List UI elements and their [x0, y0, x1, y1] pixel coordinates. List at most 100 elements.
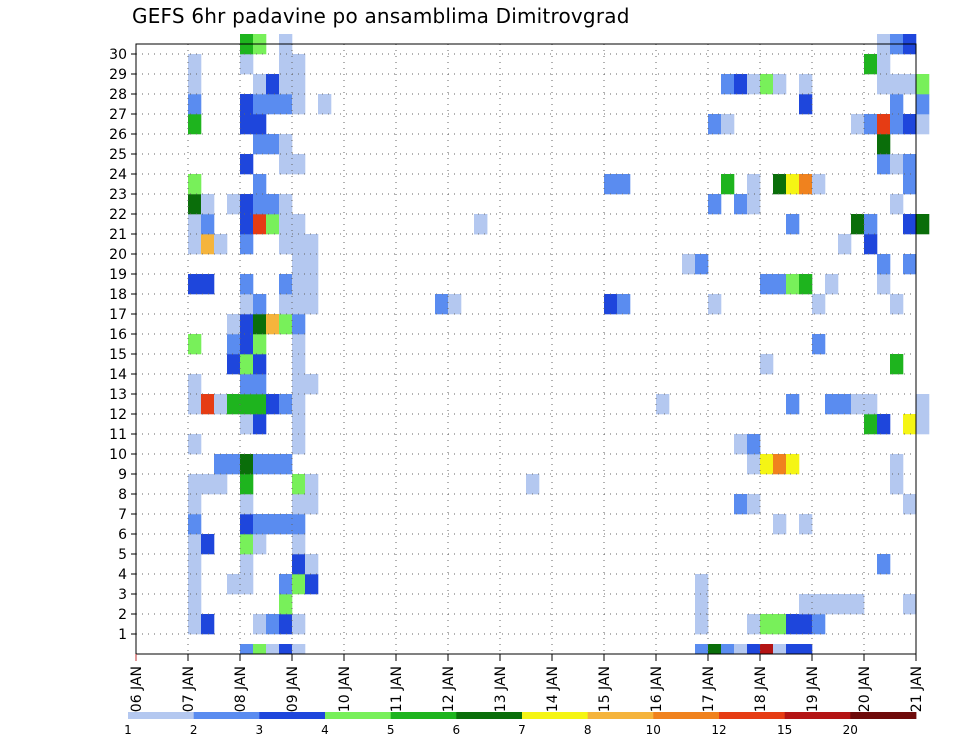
- heatmap-cell: [266, 74, 280, 95]
- heatmap-cell: [253, 194, 267, 215]
- heatmap-cell: [279, 94, 293, 115]
- heatmap-cell: [825, 274, 839, 295]
- legend-label: 10: [646, 723, 661, 737]
- heatmap-cell: [279, 134, 293, 155]
- heatmap-cell: [916, 74, 930, 95]
- heatmap-cell: [292, 414, 306, 435]
- legend-label: 5: [387, 723, 395, 737]
- heatmap-cell: [292, 494, 306, 515]
- heatmap-cell: [253, 134, 267, 155]
- heatmap-cell: [292, 534, 306, 555]
- heatmap-cell: [877, 114, 891, 135]
- heatmap-cell: [292, 434, 306, 455]
- heatmap-cell: [188, 194, 202, 215]
- heatmap-cell: [292, 94, 306, 115]
- y-tick-label: 8: [118, 487, 127, 503]
- heatmap-cell: [851, 594, 865, 615]
- heatmap-cell: [188, 434, 202, 455]
- heatmap-cell: [240, 54, 254, 75]
- heatmap-cell: [799, 614, 813, 635]
- heatmap-cell: [851, 394, 865, 415]
- y-tick-label: 1: [118, 627, 127, 643]
- y-tick-label: 15: [109, 347, 127, 363]
- y-axis: 1234567891011121314151617181920212223242…: [109, 47, 136, 643]
- heatmap-cell: [903, 174, 917, 195]
- heatmap-cell: [747, 174, 761, 195]
- y-tick-label: 9: [118, 467, 127, 483]
- x-tick-label: 18 JAN: [753, 666, 769, 712]
- heatmap-cell: [188, 594, 202, 615]
- legend-label: 4: [321, 723, 329, 737]
- heatmap-cell: [760, 644, 774, 655]
- heatmap-cell: [292, 214, 306, 235]
- heatmap-cell: [253, 74, 267, 95]
- chart-title: GEFS 6hr padavine po ansamblima Dimitrov…: [132, 4, 630, 28]
- heatmap-cell: [279, 594, 293, 615]
- heatmap-cell: [292, 234, 306, 255]
- color-legend: 1 2 3 4 5 6 7 8 10 12 15 20: [124, 712, 917, 737]
- x-tick-label: 07 JAN: [181, 666, 197, 712]
- heatmap-cell: [253, 214, 267, 235]
- heatmap-cell: [279, 194, 293, 215]
- heatmap-cell: [695, 254, 709, 275]
- heatmap-cell: [799, 644, 813, 655]
- heatmap-cell: [201, 274, 215, 295]
- heatmap-cell: [864, 394, 878, 415]
- heatmap-cell: [812, 294, 826, 315]
- heatmap-cell: [877, 74, 891, 95]
- heatmap-cell: [890, 354, 904, 375]
- y-tick-label: 16: [109, 327, 127, 343]
- x-tick-label: 15 JAN: [597, 666, 613, 712]
- heatmap-cell: [864, 414, 878, 435]
- heatmap-cell: [188, 614, 202, 635]
- heatmap-cell: [799, 174, 813, 195]
- heatmap-cell: [305, 574, 319, 595]
- heatmap-cell: [240, 234, 254, 255]
- heatmap-cell: [188, 114, 202, 135]
- heatmap-cell: [253, 294, 267, 315]
- legend-label: 1: [124, 723, 132, 737]
- heatmap-cell: [305, 374, 319, 395]
- heatmap-cell: [903, 494, 917, 515]
- heatmap-cell: [214, 394, 228, 415]
- heatmap-cell: [279, 214, 293, 235]
- heatmap-cell: [903, 114, 917, 135]
- heatmap-cell: [825, 594, 839, 615]
- x-tick-label: 20 JAN: [857, 666, 873, 712]
- x-tick-label: 11 JAN: [389, 666, 405, 712]
- heatmap-cell: [279, 74, 293, 95]
- heatmap-cell: [188, 474, 202, 495]
- legend-label: 15: [777, 723, 792, 737]
- heatmap-cell: [253, 614, 267, 635]
- heatmap-cell: [188, 554, 202, 575]
- legend-label: 12: [711, 723, 726, 737]
- y-tick-label: 12: [109, 407, 127, 423]
- legend-swatch: [128, 712, 195, 719]
- heatmap-cell: [916, 114, 930, 135]
- heatmap-cell: [188, 174, 202, 195]
- y-tick-label: 20: [109, 247, 127, 263]
- heatmap-cell: [721, 644, 735, 655]
- y-tick-label: 11: [109, 427, 127, 443]
- heatmap-cell: [864, 114, 878, 135]
- heatmap-cell: [721, 74, 735, 95]
- heatmap-cell: [266, 614, 280, 635]
- heatmap-cell: [253, 94, 267, 115]
- heatmap-cell: [292, 474, 306, 495]
- heatmap-cell: [734, 644, 748, 655]
- heatmap-cell: [890, 194, 904, 215]
- legend-swatch: [784, 712, 851, 719]
- heatmap-cell: [877, 54, 891, 75]
- heatmap-cell: [305, 294, 319, 315]
- heatmap-cell: [448, 294, 462, 315]
- heatmap-cell: [305, 554, 319, 575]
- heatmap-cell: [305, 234, 319, 255]
- heatmap-cell: [292, 514, 306, 535]
- legend-swatch: [719, 712, 786, 719]
- legend-swatch: [456, 712, 523, 719]
- y-tick-label: 26: [109, 127, 127, 143]
- heatmap-cell: [773, 174, 787, 195]
- heatmap-cell: [253, 394, 267, 415]
- heatmap-cell: [812, 614, 826, 635]
- heatmap-cell: [292, 314, 306, 335]
